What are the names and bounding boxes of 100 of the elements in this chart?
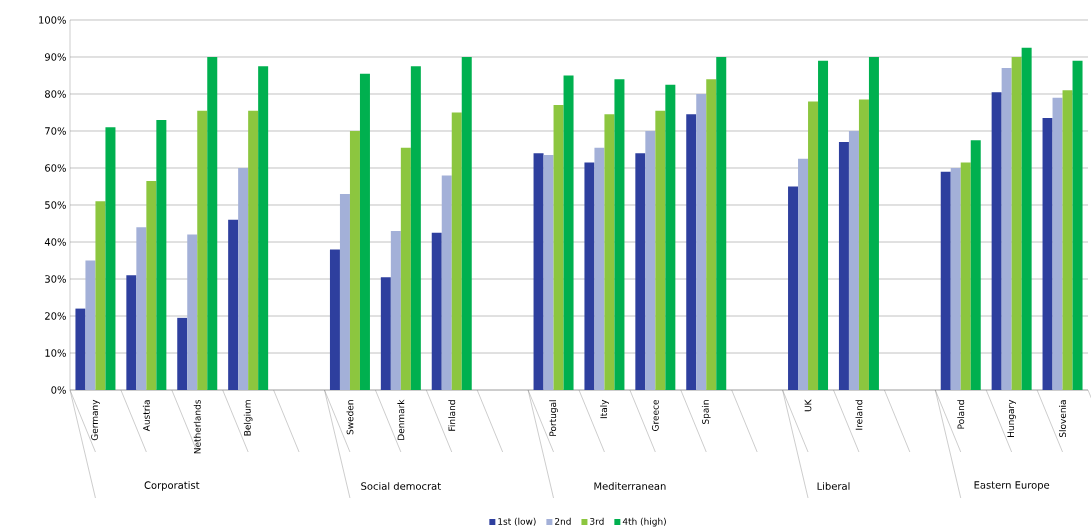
text: Liberal: [817, 482, 850, 490]
bar: [706, 79, 717, 390]
y-tick-label: 40%: [44, 238, 66, 246]
bar: [940, 171, 951, 390]
x-tick-label: UK: [804, 399, 812, 412]
bar: [1052, 97, 1063, 390]
bar: [696, 94, 707, 390]
bar: [584, 162, 595, 390]
bar: [848, 131, 859, 390]
bar: [604, 114, 615, 390]
y-tick-label: 10%: [45, 349, 66, 357]
bar: [349, 131, 360, 390]
bar: [380, 277, 391, 390]
bar: [818, 60, 829, 390]
bar: [228, 219, 239, 390]
text: Corporatist: [144, 481, 200, 491]
bar: [635, 153, 646, 390]
x-tick-label: Austria: [142, 400, 150, 432]
x-tick-label: Germany: [91, 399, 100, 441]
x-tick-label: Portugal: [549, 400, 558, 436]
y-tick-label: 60%: [45, 164, 66, 172]
legend-label: 3rd: [590, 517, 604, 525]
bar: [410, 66, 421, 390]
bar: [991, 92, 1002, 390]
bar: [950, 168, 961, 390]
legend-label: 1st (low): [498, 517, 536, 526]
bar: [665, 84, 676, 390]
bar: [645, 131, 656, 390]
bar: [553, 105, 564, 390]
x-tick-label: Netherlands: [193, 399, 201, 454]
bar: [105, 127, 116, 390]
y-tick-label: 70%: [45, 127, 66, 135]
bar: [960, 162, 971, 390]
bar: [187, 234, 198, 390]
bar: [207, 57, 218, 390]
bar: [533, 153, 544, 390]
x-tick-label: Denmark: [397, 399, 405, 440]
bar: [614, 79, 625, 390]
x-tick-label: Spain: [701, 400, 711, 424]
bar: [858, 99, 869, 390]
bar: [177, 317, 188, 390]
bar: [686, 114, 697, 390]
bar: [197, 110, 208, 390]
x-tick-label: Belgium: [243, 400, 253, 436]
y-tick-label: 30%: [45, 275, 66, 283]
y-tick-label: 90%: [44, 53, 66, 61]
bar: [970, 140, 981, 390]
x-tick-label: Greece: [651, 399, 659, 431]
y-tick-label: 100%: [39, 16, 66, 24]
y-tick-label: 80%: [45, 90, 66, 98]
bar: [1062, 90, 1073, 390]
bar: [95, 201, 106, 390]
bar: [390, 230, 401, 390]
text: Eastern Europe: [974, 481, 1050, 491]
bar: [238, 168, 249, 390]
bar: [75, 308, 86, 390]
bar: [1042, 118, 1053, 390]
x-tick-label: Italy: [600, 399, 609, 419]
x-tick-label: Slovenia: [1059, 400, 1066, 438]
bar: [461, 57, 472, 390]
bar: [788, 186, 799, 390]
bar: [1011, 57, 1022, 390]
bar: [248, 110, 259, 390]
bar: [441, 175, 452, 390]
x-tick-label: Sweden: [346, 400, 354, 435]
bar: [798, 158, 809, 390]
bar: [594, 147, 605, 390]
bar: [563, 75, 574, 390]
bar: [136, 227, 147, 390]
y-tick-label: 0%: [51, 386, 66, 394]
x-tick-label: Poland: [957, 400, 965, 429]
bar: [359, 73, 370, 390]
legend-label: 2nd: [555, 517, 571, 525]
bar: [451, 112, 462, 390]
bar: [85, 260, 96, 390]
bar: [400, 147, 411, 390]
y-tick-label: 20%: [45, 312, 66, 320]
bar: [258, 66, 269, 390]
bar: [543, 155, 554, 390]
bar: [1021, 47, 1032, 390]
bar: [808, 101, 819, 390]
x-tick-label: Hungary: [1007, 399, 1016, 437]
bar: [126, 275, 137, 390]
bar: [655, 110, 666, 390]
bar: [431, 232, 442, 390]
y-tick-label: 50%: [45, 201, 66, 209]
bar: [146, 180, 157, 390]
x-tick-label: Ireland: [855, 400, 863, 430]
text: Mediterranean: [594, 482, 666, 490]
bar: [838, 142, 849, 390]
bar: [329, 249, 340, 390]
bar: [1001, 68, 1012, 390]
bar: [1072, 60, 1083, 390]
x-tick-label: Finland: [448, 400, 456, 431]
bar: [868, 57, 879, 390]
bar: [156, 119, 167, 390]
bar: [339, 193, 350, 390]
bar: [716, 57, 727, 390]
text: Social democrat: [361, 482, 441, 490]
legend-label: 4th (high): [622, 517, 666, 527]
